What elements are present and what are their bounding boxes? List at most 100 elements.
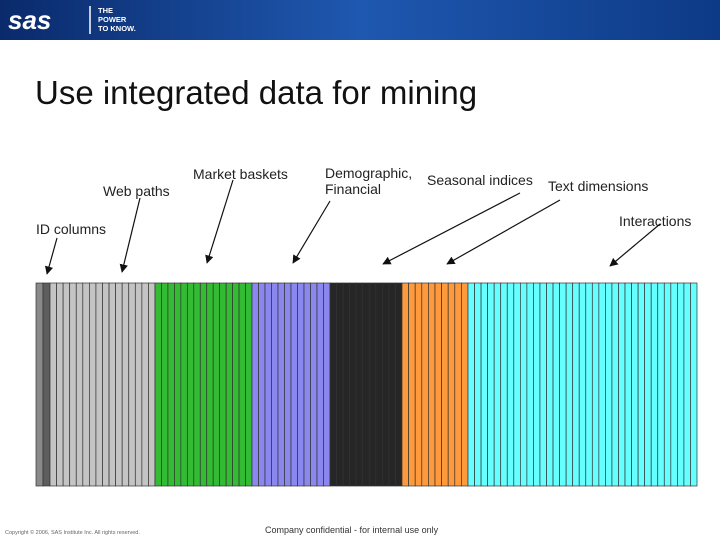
column xyxy=(154,282,162,487)
column xyxy=(303,282,311,487)
column xyxy=(56,282,64,487)
column xyxy=(631,282,639,487)
tagline: TO KNOW. xyxy=(98,24,136,33)
column xyxy=(480,282,488,487)
column xyxy=(414,282,423,487)
column xyxy=(434,282,442,487)
column xyxy=(650,282,659,487)
label: ID columns xyxy=(36,221,106,237)
slide-title: Use integrated data for mining xyxy=(35,74,477,111)
column xyxy=(546,282,554,487)
column xyxy=(193,282,201,487)
data-columns xyxy=(35,282,698,487)
arrow xyxy=(119,197,141,273)
arrow xyxy=(382,192,521,265)
column xyxy=(368,282,377,487)
column xyxy=(310,282,318,487)
column xyxy=(657,282,665,487)
column xyxy=(95,282,103,487)
column xyxy=(199,282,208,487)
column xyxy=(349,282,357,487)
column xyxy=(35,282,44,487)
column xyxy=(329,282,337,487)
column xyxy=(225,282,233,487)
column xyxy=(474,282,482,487)
arrow xyxy=(609,223,661,267)
label: Seasonal indices xyxy=(427,172,533,188)
column xyxy=(89,282,97,487)
column xyxy=(290,282,298,487)
column xyxy=(598,282,606,487)
column xyxy=(69,282,77,487)
label: Text dimensions xyxy=(548,178,648,194)
column xyxy=(284,282,292,487)
label: Demographic, xyxy=(325,165,412,181)
label: Web paths xyxy=(103,183,170,199)
column xyxy=(506,282,515,487)
column xyxy=(297,282,305,487)
label: Interactions xyxy=(619,213,691,229)
column xyxy=(591,282,600,487)
column xyxy=(49,282,57,487)
column xyxy=(605,282,613,487)
column xyxy=(336,282,344,487)
column xyxy=(461,282,469,487)
column xyxy=(42,282,51,487)
column xyxy=(578,282,587,487)
column xyxy=(500,282,508,487)
column xyxy=(559,282,567,487)
column xyxy=(539,282,547,487)
copyright: Copyright © 2006, SAS Institute Inc. All… xyxy=(5,529,140,536)
confidential-note: Company confidential - for internal use … xyxy=(265,525,439,535)
arrow xyxy=(44,237,58,275)
column xyxy=(277,282,285,487)
tagline: THE xyxy=(98,6,113,15)
arrow xyxy=(205,179,234,264)
column xyxy=(128,282,136,487)
column xyxy=(108,282,116,487)
arrows xyxy=(44,179,661,275)
column xyxy=(264,282,272,487)
column xyxy=(408,282,416,487)
arrow xyxy=(446,199,561,265)
column xyxy=(663,282,672,487)
column xyxy=(62,282,71,487)
column xyxy=(134,282,143,487)
column xyxy=(513,282,521,487)
column xyxy=(212,282,221,487)
column xyxy=(121,282,130,487)
column xyxy=(115,282,123,487)
column xyxy=(180,282,188,487)
column xyxy=(238,282,246,487)
column xyxy=(388,282,396,487)
column xyxy=(565,282,574,487)
column xyxy=(258,282,266,487)
arrow xyxy=(292,200,331,264)
column xyxy=(421,282,429,487)
column xyxy=(401,282,409,487)
column xyxy=(161,282,169,487)
column xyxy=(670,282,678,487)
column xyxy=(271,282,279,487)
column xyxy=(342,282,350,487)
column xyxy=(245,282,253,487)
header-bar xyxy=(0,0,720,40)
column xyxy=(447,282,456,487)
column xyxy=(375,282,383,487)
column xyxy=(355,282,364,487)
column xyxy=(251,282,259,487)
column xyxy=(232,282,240,487)
column xyxy=(624,282,632,487)
tagline: POWER xyxy=(98,15,127,24)
column xyxy=(174,282,182,487)
column xyxy=(382,282,390,487)
column xyxy=(206,282,214,487)
column xyxy=(552,282,560,487)
column xyxy=(533,282,541,487)
column xyxy=(186,282,195,487)
column xyxy=(519,282,528,487)
column xyxy=(493,282,502,487)
label: Financial xyxy=(325,181,381,197)
column xyxy=(82,282,90,487)
